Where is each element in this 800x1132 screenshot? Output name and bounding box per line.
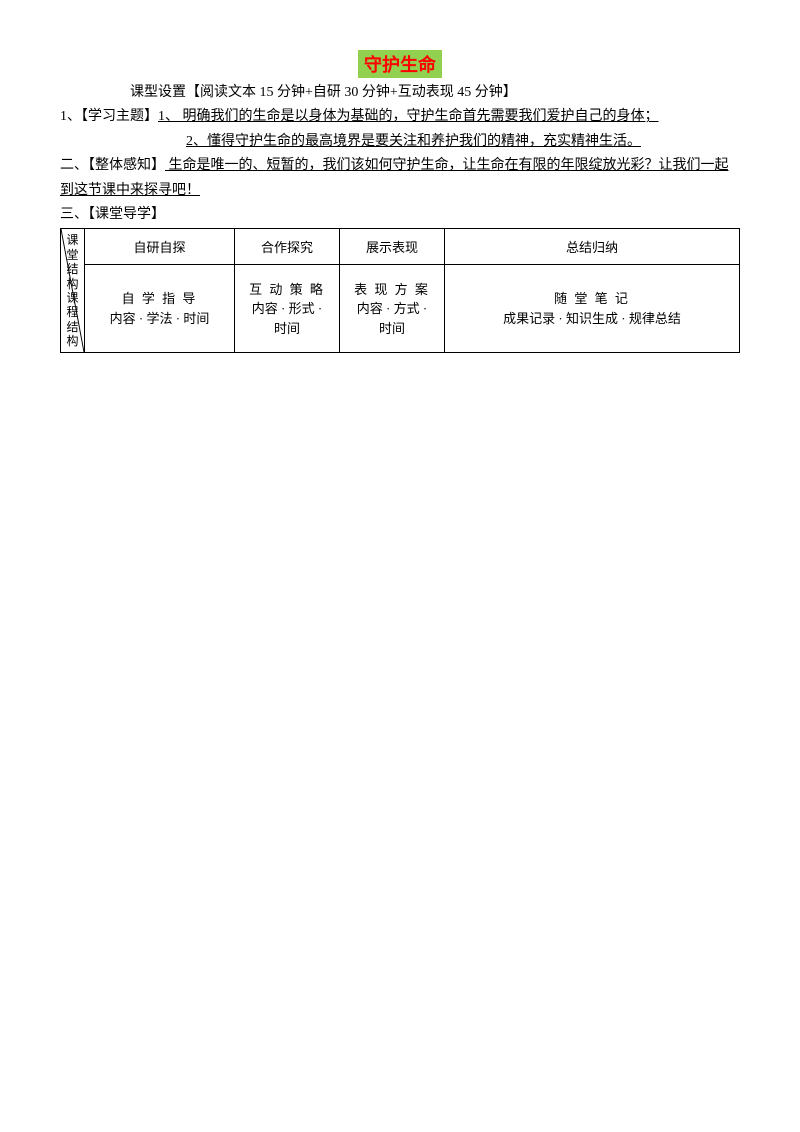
section1-line2: 2、懂得守护生命的最高境界是要关注和养护我们的精神，充实精神生活。 (60, 131, 740, 153)
section1-line1: 1、【学习主题】1、 明确我们的生命是以身体为基础的，守护生命首先需要我们爱护自… (60, 106, 740, 128)
section1-prefix: 1、【学习主题】 (60, 109, 158, 124)
lesson-setting-line: 课型设置【阅读文本 15 分钟+自研 30 分钟+互动表现 45 分钟】 (60, 82, 740, 104)
table-header-3: 展示表现 (340, 229, 445, 265)
table-header-4: 总结归纳 (445, 229, 740, 265)
table-cell-2: 互 动 策 略 内容 · 形式 · 时间 (235, 265, 340, 353)
label-vertical-text: 课堂结构课程结构 (67, 233, 79, 348)
cell2-line1: 互 动 策 略 (239, 280, 335, 300)
page-title: 守护生命 (358, 50, 442, 78)
table-header-1: 自研自探 (85, 229, 235, 265)
cell2-line2: 内容 · 形式 · (239, 299, 335, 319)
section2-line2: 到这节课中来探寻吧！ (60, 180, 740, 202)
lesson-setting-text: 【阅读文本 15 分钟+自研 30 分钟+互动表现 45 分钟】 (186, 85, 517, 100)
section2-prefix: 二、【整体感知】 (60, 158, 165, 173)
section3-text: 三、【课堂导学】 (60, 207, 165, 222)
table-header-2: 合作探究 (235, 229, 340, 265)
table-row: 自 学 指 导 内容 · 学法 · 时间 互 动 策 略 内容 · 形式 · 时… (61, 265, 740, 353)
table-label-cell: 课堂结构课程结构 (61, 229, 85, 353)
table-cell-4: 随 堂 笔 记 成果记录 · 知识生成 · 规律总结 (445, 265, 740, 353)
cell1-line1: 自 学 指 导 (89, 289, 230, 309)
cell4-line1: 随 堂 笔 记 (449, 289, 735, 309)
section2-line1: 二、【整体感知】 生命是唯一的、短暂的，我们该如何守护生命，让生命在有限的年限绽… (60, 155, 740, 177)
section1-item1: 1、 明确我们的生命是以身体为基础的，守护生命首先需要我们爱护自己的身体； (158, 109, 659, 124)
cell1-line2: 内容 · 学法 · 时间 (89, 309, 230, 329)
main-table: 课堂结构课程结构 自研自探 合作探究 展示表现 总结归纳 自 学 指 导 内容 … (60, 228, 740, 353)
cell3-line2: 内容 · 方式 · (344, 299, 440, 319)
cell3-line1: 表 现 方 案 (344, 280, 440, 300)
table-cell-3: 表 现 方 案 内容 · 方式 · 时间 (340, 265, 445, 353)
table-header-row: 课堂结构课程结构 自研自探 合作探究 展示表现 总结归纳 (61, 229, 740, 265)
cell4-line2: 成果记录 · 知识生成 · 规律总结 (449, 309, 735, 329)
section2-text1: 生命是唯一的、短暂的，我们该如何守护生命，让生命在有限的年限绽放光彩？让我们一起 (165, 158, 729, 173)
section1-item2: 2、懂得守护生命的最高境界是要关注和养护我们的精神，充实精神生活。 (186, 134, 641, 149)
lesson-setting-label: 课型设置 (130, 85, 186, 100)
cell3-line3: 时间 (344, 319, 440, 339)
section3-line: 三、【课堂导学】 (60, 204, 740, 226)
page-title-wrap: 守护生命 (60, 50, 740, 78)
cell2-line3: 时间 (239, 319, 335, 339)
table-cell-1: 自 学 指 导 内容 · 学法 · 时间 (85, 265, 235, 353)
section2-text2: 到这节课中来探寻吧！ (60, 183, 200, 198)
